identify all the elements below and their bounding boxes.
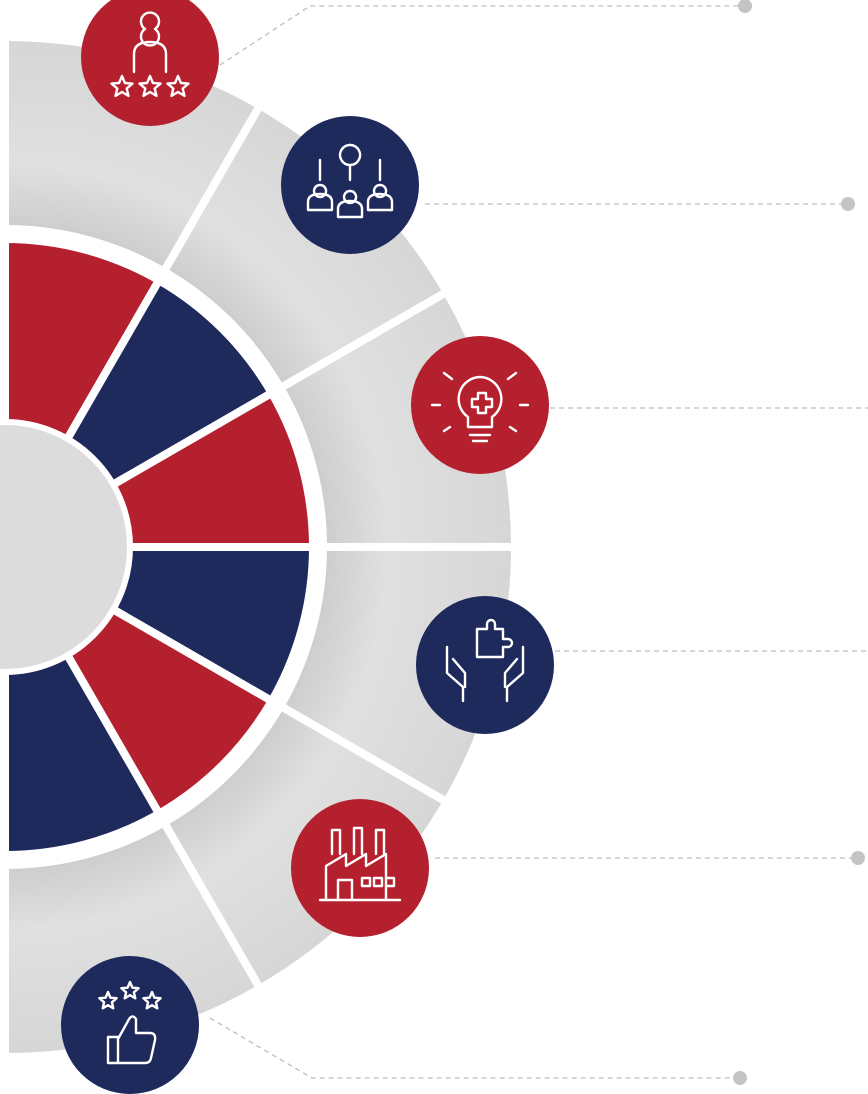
connector-dots [733,0,865,1085]
icon [318,826,402,902]
dot [841,197,855,211]
hub [0,419,133,675]
connector [209,1017,740,1079]
connector [219,5,745,66]
icon [98,980,162,1065]
badge [416,596,554,734]
badge [61,956,199,1094]
badge [291,799,429,937]
icon [445,618,525,703]
icon [110,11,190,98]
badge [281,116,419,254]
icon [306,143,394,219]
dot [733,1071,747,1085]
connectors [209,5,868,1079]
badges [61,0,554,1094]
rings [0,32,520,1062]
dot [851,851,865,865]
badge [411,336,549,474]
icon [430,371,530,443]
dot [738,0,752,13]
